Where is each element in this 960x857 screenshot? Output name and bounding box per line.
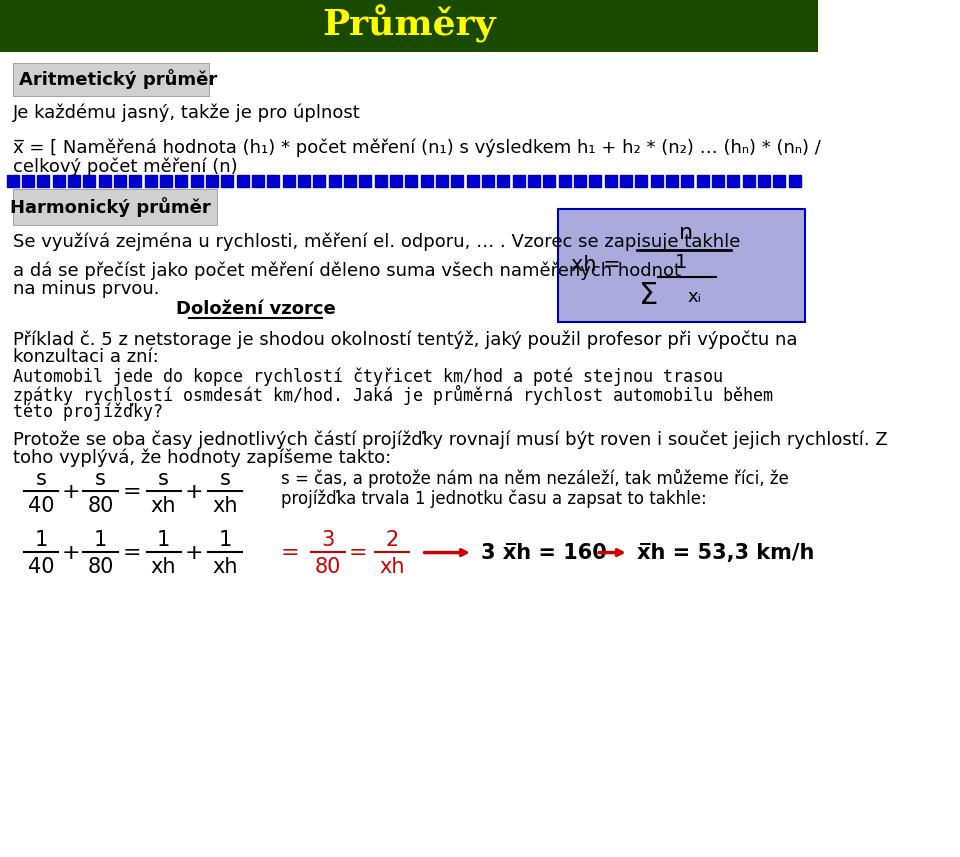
Text: xh =: xh = [571,255,620,275]
Text: toho vyplývá, že hodnoty zapíšeme takto:: toho vyplývá, že hodnoty zapíšeme takto: [12,448,391,466]
Text: xh: xh [212,496,238,517]
Text: 80: 80 [87,496,113,517]
Text: 3: 3 [322,530,335,550]
Text: 80: 80 [315,557,341,578]
Text: +: + [185,482,204,501]
Text: 1: 1 [218,530,231,550]
Text: +: + [61,482,80,501]
Text: Je každému jasný, takže je pro úplnost: Je každému jasný, takže je pro úplnost [12,104,361,122]
FancyBboxPatch shape [12,189,217,225]
Text: +: + [61,542,80,562]
Text: s: s [158,469,169,488]
Text: Doložení vzorce: Doložení vzorce [176,300,335,318]
Text: n: n [679,224,693,243]
Text: 40: 40 [28,557,54,578]
Text: s: s [220,469,230,488]
Text: konzultaci a zní:: konzultaci a zní: [12,348,158,366]
Text: 80: 80 [87,557,113,578]
Text: =: = [280,542,299,562]
Text: Automobil jede do kopce rychlostí čtyřicet km/hod a poté stejnou trasou: Automobil jede do kopce rychlostí čtyřic… [12,368,723,386]
FancyBboxPatch shape [558,209,805,321]
Text: =: = [123,542,141,562]
Text: této projížďky?: této projížďky? [12,403,163,422]
Text: xᵢ: xᵢ [687,288,701,306]
Text: xh: xh [379,557,404,578]
Text: x̅ = [ Naměřená hodnota (h₁) * počet měření (n₁) s výsledkem h₁ + h₂ * (n₂) … (h: x̅ = [ Naměřená hodnota (h₁) * počet měř… [12,139,821,157]
Text: Harmonický průměr: Harmonický průměr [11,197,211,217]
Text: Příklad č. 5 z netstorage je shodou okolností tentýž, jaký použil profesor při v: Příklad č. 5 z netstorage je shodou okol… [12,330,797,349]
Text: Protože se oba časy jednotlivých částí projížďky rovnají musí být roven i součet: Protože se oba časy jednotlivých částí p… [12,430,887,449]
FancyBboxPatch shape [12,63,208,96]
Text: xh: xh [151,496,177,517]
Text: celkový počet měření (n): celkový počet měření (n) [12,158,237,176]
Text: 2: 2 [385,530,398,550]
Text: 1: 1 [675,254,687,273]
Text: 1: 1 [156,530,170,550]
Text: 40: 40 [28,496,54,517]
Text: Se využívá zejména u rychlosti, měření el. odporu, … . Vzorec se zapisuje takhle: Se využívá zejména u rychlosti, měření e… [12,233,740,251]
Text: a dá se přečíst jako počet měření děleno suma všech naměřených hodnot: a dá se přečíst jako počet měření děleno… [12,261,681,280]
Text: s = čas, a protože nám na něm nezáleží, tak můžeme říci, že: s = čas, a protože nám na něm nezáleží, … [281,470,789,488]
Text: x̅h = 53,3 km/h: x̅h = 53,3 km/h [637,542,814,562]
Text: projížďka trvala 1 jednotku času a zapsat to takhle:: projížďka trvala 1 jednotku času a zapsa… [281,489,707,508]
Text: Průměry: Průměry [322,5,495,44]
Text: xh: xh [151,557,177,578]
Text: 1: 1 [94,530,108,550]
Text: 1: 1 [35,530,47,550]
Text: s: s [95,469,106,488]
Text: zpátky rychlostí osmdesát km/hod. Jaká je průměrná rychlost automobilu během: zpátky rychlostí osmdesát km/hod. Jaká j… [12,385,773,405]
FancyBboxPatch shape [0,0,818,51]
Text: =: = [123,482,141,501]
Text: +: + [185,542,204,562]
Text: s: s [36,469,46,488]
Text: 3 x̅h = 160: 3 x̅h = 160 [481,542,607,562]
Text: Aritmetický průměr: Aritmetický průměr [19,69,217,89]
Text: xh: xh [212,557,238,578]
Text: =: = [348,542,367,562]
Text: na minus prvou.: na minus prvou. [12,280,159,298]
Text: Σ: Σ [639,281,659,309]
